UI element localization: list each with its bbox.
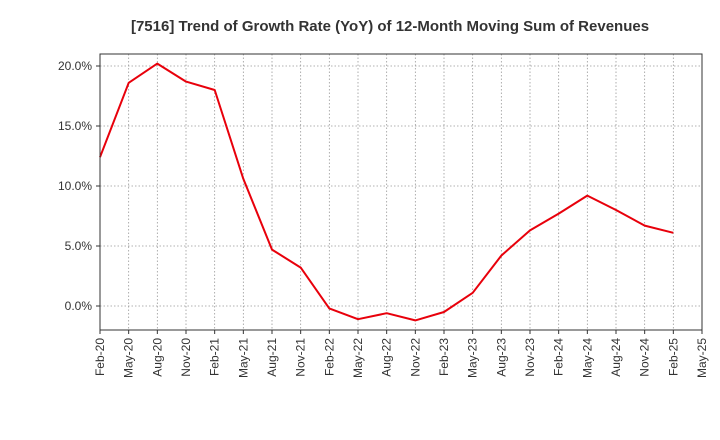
x-tick-label: Nov-24: [638, 338, 652, 377]
y-tick-label: 10.0%: [58, 179, 92, 193]
x-tick-label: Feb-25: [666, 338, 680, 376]
y-tick-label: 5.0%: [65, 239, 93, 253]
x-tick-label: May-23: [466, 338, 480, 378]
y-tick-label: 15.0%: [58, 119, 92, 133]
x-tick-label: Feb-23: [437, 338, 451, 376]
x-axis: Feb-20 May-20 Aug-20 Nov-20 Feb-21 May-21 Aug-…: [93, 330, 709, 378]
x-tick-label: Aug-20: [150, 338, 164, 377]
x-tick-label: May-21: [236, 338, 250, 378]
x-tick-label: Nov-22: [408, 338, 422, 377]
x-tick-label: May-20: [122, 338, 136, 378]
x-tick-label: Aug-22: [380, 338, 394, 377]
x-tick-label: May-24: [580, 338, 594, 378]
plot-frame: [99, 53, 703, 331]
y-tick-label: 20.0%: [58, 59, 92, 73]
series-layer: [99, 62, 674, 322]
x-tick-label: Nov-20: [179, 338, 193, 377]
x-tick-label: May-22: [351, 338, 365, 378]
chart-title: [7516] Trend of Growth Rate (YoY) of 12-…: [131, 18, 649, 35]
x-tick-label: Feb-22: [322, 338, 336, 376]
x-tick-label: Feb-21: [208, 338, 222, 376]
x-tick-label: Nov-21: [294, 338, 308, 377]
y-tick-label: 0.0%: [65, 299, 93, 313]
y-axis: 0.0% 5.0% 10.0% 15.0% 20.0%: [58, 59, 100, 313]
x-tick-label: Aug-21: [265, 338, 279, 377]
x-tick-label: Nov-23: [523, 338, 537, 377]
x-tick-label: Feb-20: [93, 338, 107, 376]
x-tick-label: Feb-24: [552, 338, 566, 376]
x-tick-label: May-25: [695, 338, 709, 378]
x-tick-label: Aug-24: [609, 338, 623, 377]
grid: [100, 54, 702, 330]
x-tick-label: Aug-23: [494, 338, 508, 377]
series-line: [99, 62, 674, 322]
